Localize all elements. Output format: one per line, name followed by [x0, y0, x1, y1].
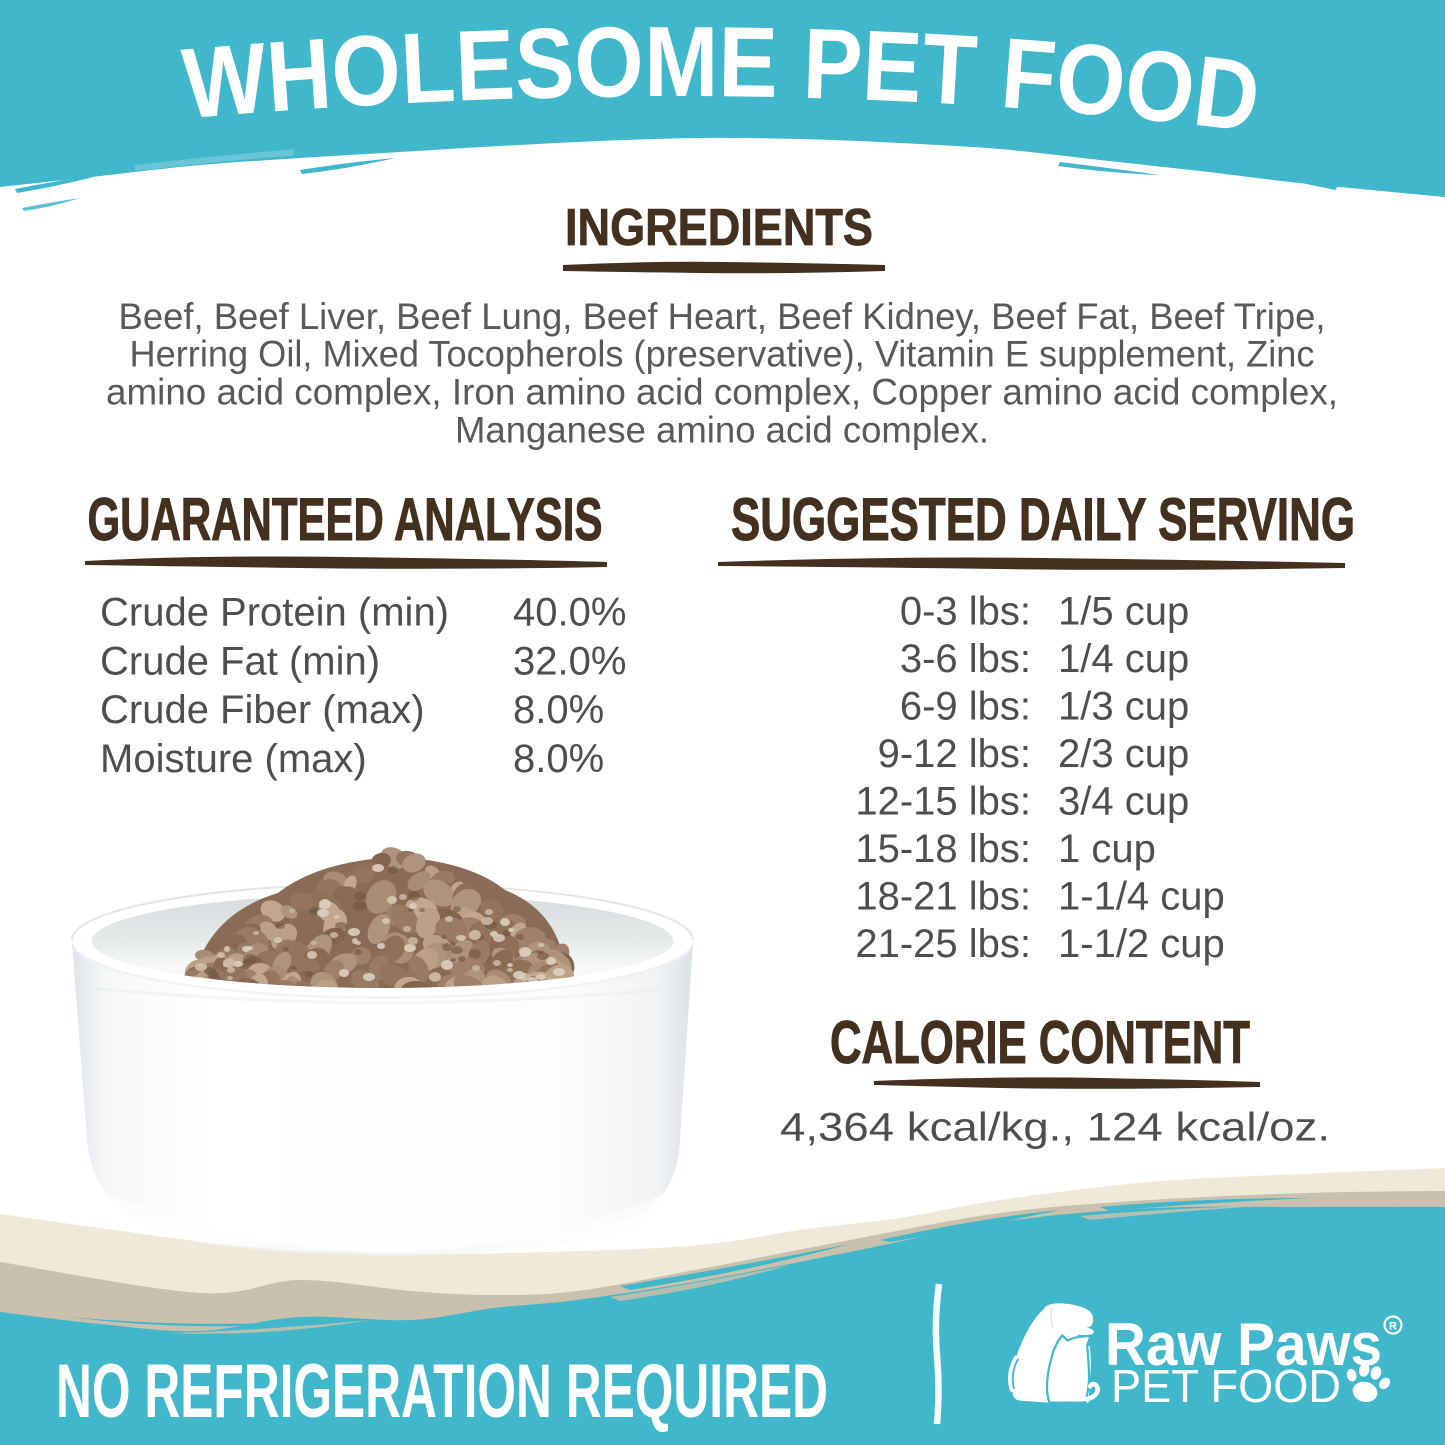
svg-text:9-12 lbs:: 9-12 lbs:: [878, 732, 1031, 776]
svg-text:12-15 lbs:: 12-15 lbs:: [855, 780, 1031, 824]
svg-text:1/3 cup: 1/3 cup: [1058, 685, 1189, 729]
svg-text:amino acid complex, Iron amino: amino acid complex, Iron amino acid comp…: [106, 372, 1338, 413]
svg-text:3/4 cup: 3/4 cup: [1058, 780, 1189, 824]
svg-text:Moisture (max): Moisture (max): [100, 737, 367, 781]
svg-text:1-1/4 cup: 1-1/4 cup: [1058, 875, 1225, 919]
svg-text:1/5 cup: 1/5 cup: [1058, 590, 1189, 634]
svg-text:INGREDIENTS: INGREDIENTS: [565, 199, 873, 257]
svg-text:NO REFRIGERATION REQUIRED: NO REFRIGERATION REQUIRED: [56, 1349, 828, 1434]
svg-text:8.0%: 8.0%: [513, 737, 604, 781]
svg-text:1-1/2 cup: 1-1/2 cup: [1058, 922, 1225, 966]
svg-text:Crude Fiber (max): Crude Fiber (max): [100, 688, 425, 732]
svg-text:21-25 lbs:: 21-25 lbs:: [855, 922, 1031, 966]
svg-text:R: R: [1389, 1321, 1397, 1333]
svg-text:1 cup: 1 cup: [1058, 827, 1156, 871]
svg-text:6-9 lbs:: 6-9 lbs:: [900, 685, 1031, 729]
svg-text:18-21 lbs:: 18-21 lbs:: [855, 875, 1031, 919]
svg-text:15-18 lbs:: 15-18 lbs:: [855, 827, 1031, 871]
svg-text:32.0%: 32.0%: [513, 639, 626, 683]
svg-text:Crude Fat (min): Crude Fat (min): [100, 639, 380, 683]
svg-text:4,364 kcal/kg., 124 kcal/oz.: 4,364 kcal/kg., 124 kcal/oz.: [780, 1106, 1330, 1150]
svg-text:8.0%: 8.0%: [513, 688, 604, 732]
svg-text:Beef, Beef Liver, Beef Lung, B: Beef, Beef Liver, Beef Lung, Beef Heart,…: [119, 296, 1326, 337]
svg-text:CALORIE CONTENT: CALORIE CONTENT: [830, 1009, 1250, 1076]
svg-text:3-6 lbs:: 3-6 lbs:: [900, 637, 1031, 681]
svg-text:Raw Paws: Raw Paws: [1105, 1311, 1382, 1378]
svg-text:PET FOOD: PET FOOD: [1111, 1360, 1341, 1412]
svg-text:40.0%: 40.0%: [513, 591, 626, 635]
svg-text:0-3 lbs:: 0-3 lbs:: [900, 590, 1031, 634]
svg-text:GUARANTEED ANALYSIS: GUARANTEED ANALYSIS: [88, 486, 603, 553]
svg-text:Manganese amino acid complex.: Manganese amino acid complex.: [455, 410, 989, 451]
svg-text:Crude Protein (min): Crude Protein (min): [100, 591, 449, 635]
svg-text:Herring Oil, Mixed Tocopherols: Herring Oil, Mixed Tocopherols (preserva…: [130, 334, 1315, 375]
svg-text:SUGGESTED DAILY SERVING: SUGGESTED DAILY SERVING: [731, 486, 1355, 553]
svg-text:2/3 cup: 2/3 cup: [1058, 732, 1189, 776]
svg-text:1/4 cup: 1/4 cup: [1058, 637, 1189, 681]
